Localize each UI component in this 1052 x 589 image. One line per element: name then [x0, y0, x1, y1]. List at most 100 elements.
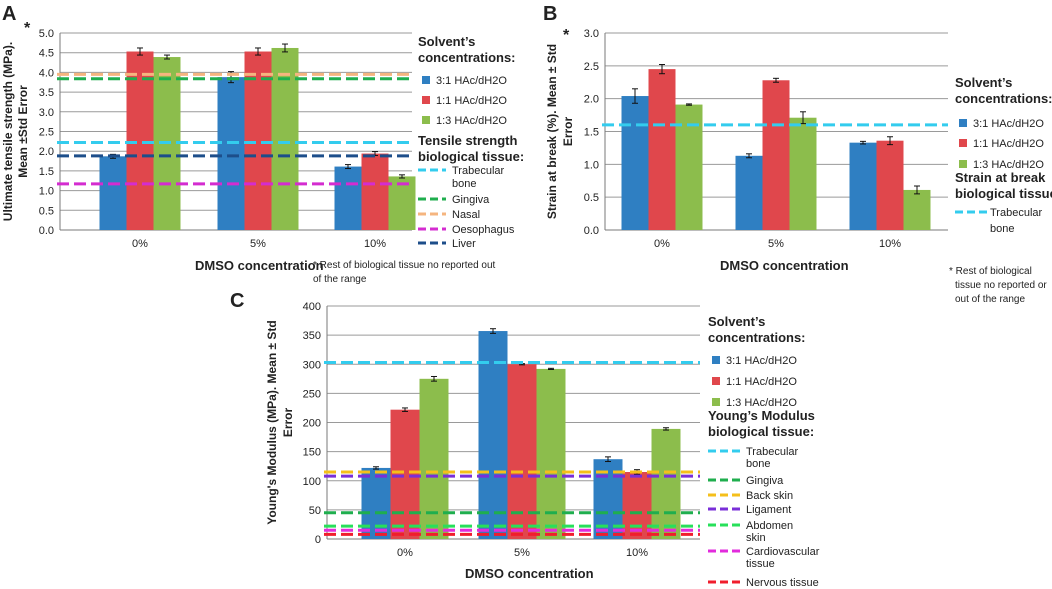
legend-swatch	[712, 377, 720, 385]
y-tick-label: 1.5	[584, 127, 599, 139]
legend-entry: 1:1 HAc/dH2O	[726, 376, 797, 388]
x-axis-label: DMSO concentration	[465, 566, 594, 581]
legend-swatch	[422, 116, 430, 124]
footnote: * Rest of biological tissue no reported …	[313, 260, 496, 271]
legend-title: concentrations:	[418, 50, 516, 65]
bar-2-5pct	[244, 51, 272, 230]
legend-title: Solvent’s	[708, 314, 765, 329]
legend-swatch	[959, 119, 967, 127]
bar-2-0pct	[648, 69, 676, 230]
legend-entry: Gingiva	[746, 475, 784, 487]
panel-asterisk: *	[24, 20, 31, 37]
legend-entry: bone	[990, 223, 1014, 235]
legend-title: Tensile strength	[418, 133, 518, 148]
y-tick-label: 1.0	[584, 159, 599, 171]
legend-entry: Nasal	[452, 209, 480, 221]
legend-entry: bone	[452, 178, 476, 190]
y-axis-label: Young's Modulus (MPa). Mean ± Std	[265, 320, 279, 525]
y-tick-label: 4.0	[39, 67, 54, 79]
x-tick-label: 0%	[132, 238, 148, 250]
legend-entry: 3:1 HAc/dH2O	[436, 75, 507, 87]
x-tick-label: 10%	[626, 547, 648, 559]
y-tick-label: 3.0	[584, 28, 599, 40]
bar-1-0pct	[361, 467, 391, 539]
legend-entry: Ligament	[746, 504, 791, 516]
y-axis-label: Strain at break (%). Mean ± Std	[545, 44, 559, 219]
y-tick-label: 200	[303, 418, 321, 430]
bar-1-5pct	[217, 77, 245, 231]
legend-entry: bone	[746, 458, 770, 470]
y-tick-label: 2.0	[584, 94, 599, 106]
x-tick-label: 5%	[768, 238, 784, 250]
legend-title: Strain at break	[955, 170, 1046, 185]
bar-1-5pct	[478, 331, 508, 539]
y-tick-label: 1.5	[39, 166, 54, 178]
bar-3-5pct	[789, 117, 817, 230]
bar-2-10pct	[622, 472, 652, 539]
legend-title: Solvent’s	[418, 34, 475, 49]
y-axis-label: Error	[561, 116, 575, 146]
legend-swatch	[422, 96, 430, 104]
legend-title: biological tissue:	[418, 149, 524, 164]
legend-entry: 1:3 HAc/dH2O	[436, 115, 507, 127]
legend-title: concentrations:	[708, 330, 806, 345]
footnote: of the range	[313, 274, 367, 285]
bar-1-10pct	[849, 142, 877, 230]
y-tick-label: 2.0	[39, 146, 54, 158]
legend-entry: skin	[746, 532, 766, 544]
y-tick-label: 250	[303, 388, 321, 400]
legend-entry: Nervous tissue	[746, 577, 819, 589]
legend-swatch	[959, 139, 967, 147]
bar-3-5pct	[536, 368, 566, 539]
legend-title: concentrations:	[955, 91, 1052, 106]
legend-entry: Trabecular	[452, 165, 505, 177]
legend-entry: tissue	[746, 558, 775, 570]
y-tick-label: 2.5	[39, 127, 54, 139]
y-tick-label: 400	[303, 301, 321, 313]
bar-1-0pct	[99, 156, 127, 230]
legend-entry: Liver	[452, 238, 476, 250]
y-tick-label: 3.5	[39, 87, 54, 99]
panel-letter: C	[230, 290, 244, 312]
y-axis-label: Mean ±Std Error	[16, 85, 30, 178]
legend-entry: 1:1 HAc/dH2O	[436, 95, 507, 107]
y-tick-label: 0.0	[584, 225, 599, 237]
panel-letter: B	[543, 3, 557, 25]
bar-1-0pct	[621, 96, 649, 230]
x-tick-label: 0%	[654, 238, 670, 250]
legend-swatch	[422, 76, 430, 84]
bar-2-0pct	[390, 409, 420, 539]
x-tick-label: 0%	[397, 547, 413, 559]
bar-1-10pct	[334, 166, 362, 230]
footnote: tissue no reported or	[955, 280, 1047, 291]
footnote: * Rest of biological	[949, 266, 1032, 277]
legend-entry: 1:3 HAc/dH2O	[973, 159, 1044, 171]
y-tick-label: 0.5	[39, 205, 54, 217]
legend-entry: Back skin	[746, 490, 793, 502]
y-tick-label: 3.0	[39, 107, 54, 119]
legend-swatch	[712, 398, 720, 406]
bar-2-10pct	[876, 140, 904, 230]
legend-entry: Trabecular	[990, 207, 1043, 219]
legend-swatch	[712, 356, 720, 364]
bar-2-10pct	[361, 153, 389, 230]
bar-3-10pct	[651, 428, 681, 539]
legend-title: Solvent’s	[955, 75, 1012, 90]
legend-swatch	[959, 160, 967, 168]
legend-entry: 3:1 HAc/dH2O	[973, 118, 1044, 130]
legend-title: biological tissue:	[708, 424, 814, 439]
y-tick-label: 100	[303, 476, 321, 488]
y-tick-label: 1.0	[39, 186, 54, 198]
y-tick-label: 0	[315, 534, 321, 546]
y-tick-label: 5.0	[39, 28, 54, 40]
panel-asterisk: *	[563, 27, 570, 44]
bar-2-5pct	[762, 80, 790, 230]
y-axis-label: Error	[281, 407, 295, 437]
y-axis-label: Ultimate tensile strength (MPa).	[1, 42, 15, 221]
y-tick-label: 50	[309, 505, 321, 517]
legend-title: Young’s Modulus	[708, 408, 815, 423]
legend-entry: Gingiva	[452, 194, 490, 206]
legend-entry: Cardiovascular	[746, 546, 820, 558]
x-tick-label: 5%	[514, 547, 530, 559]
